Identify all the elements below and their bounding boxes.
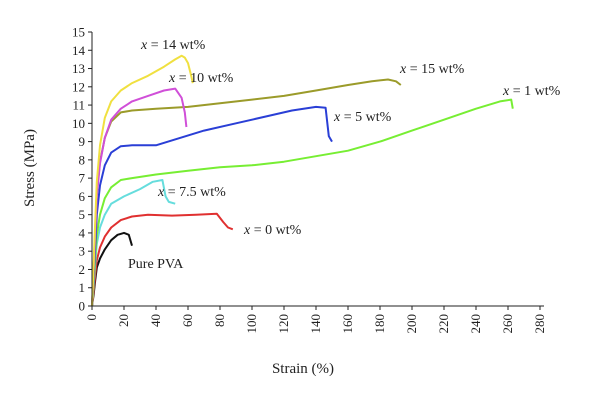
series-line	[91, 54, 194, 307]
series-annotation: x = 10 wt%	[168, 71, 234, 86]
x-tick-label: 120	[276, 314, 291, 334]
y-tick-label: 6	[79, 189, 86, 204]
x-tick-label: 220	[436, 314, 451, 334]
y-tick-label: 0	[79, 299, 86, 314]
x-tick-label: 140	[308, 314, 323, 334]
series-annotation: x = 1 wt%	[502, 84, 561, 99]
x-tick-label: 20	[116, 314, 131, 327]
y-tick-label: 1	[79, 280, 86, 295]
y-tick-label: 12	[72, 79, 85, 94]
x-tick-label: 60	[180, 314, 195, 327]
series-line	[91, 98, 514, 307]
y-tick-label: 9	[79, 134, 86, 149]
y-tick-label: 3	[79, 244, 86, 259]
y-tick-label: 11	[72, 98, 85, 113]
x-tick-label: 240	[468, 314, 483, 334]
y-tick-label: 13	[72, 61, 85, 76]
x-tick-label: 160	[340, 314, 355, 334]
x-axis-title: Strain (%)	[272, 361, 334, 377]
x-tick-label: 80	[212, 314, 227, 327]
series-annotation: x = 7.5 wt%	[157, 185, 226, 200]
x-tick-label: 40	[148, 314, 163, 327]
y-axis-title: Stress (MPa)	[22, 129, 38, 207]
series-layer	[91, 54, 514, 307]
series-line	[91, 212, 234, 307]
y-tick-label: 10	[72, 116, 85, 131]
x-tick-label: 260	[500, 314, 515, 334]
label-layer: Pure PVA x = 0 wt% x = 7.5 wt% x = 1 wt% x =…	[128, 38, 561, 272]
x-tick-label: 100	[244, 314, 259, 334]
series-line	[91, 105, 333, 307]
series-annotation: x = 0 wt%	[243, 223, 302, 238]
series-annotation: x = 15 wt%	[399, 62, 465, 77]
y-tick-label: 4	[79, 225, 86, 240]
x-tick-label: 180	[372, 314, 387, 334]
y-tick-label: 14	[72, 43, 86, 58]
series-annotation: Pure PVA	[128, 257, 184, 272]
x-tick-label: 0	[84, 314, 99, 321]
y-tick-label: 7	[79, 171, 86, 186]
y-tick-label: 8	[79, 152, 86, 167]
series-line	[91, 231, 133, 307]
series-annotation: x = 14 wt%	[140, 38, 206, 53]
y-tick-label: 2	[79, 262, 86, 277]
y-tick-label: 5	[79, 207, 86, 222]
x-tick-label: 200	[404, 314, 419, 334]
series-annotation: x = 5 wt%	[333, 110, 392, 125]
y-tick-label: 15	[72, 25, 85, 40]
x-tick-label: 280	[532, 314, 547, 334]
